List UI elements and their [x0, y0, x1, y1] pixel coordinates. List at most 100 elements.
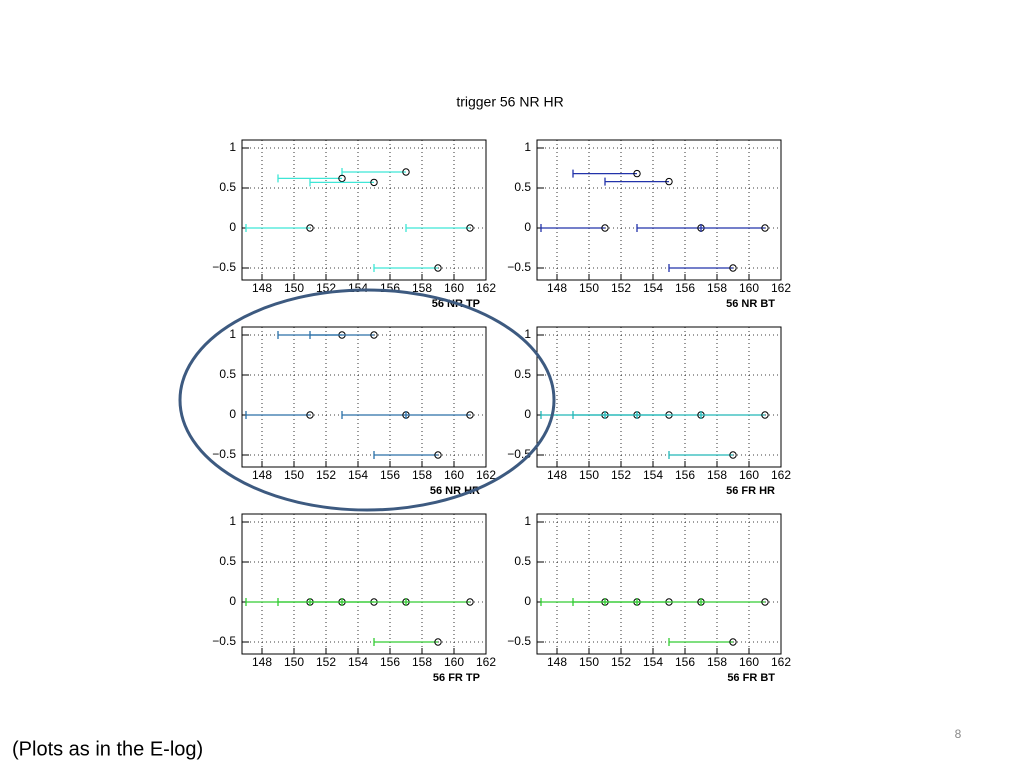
x-tick-label: 158 [707, 281, 727, 295]
plot-frame [241, 513, 487, 655]
data-point [402, 168, 410, 176]
data-point [466, 224, 474, 232]
plot-frame [536, 513, 782, 655]
x-tick-label: 162 [771, 281, 791, 295]
y-tick-label: 0.5 [514, 180, 531, 194]
y-tick-label: 0.5 [514, 367, 531, 381]
data-point [370, 178, 378, 187]
data-point [761, 411, 769, 419]
x-tick-label: 156 [380, 281, 400, 295]
x-tick-label: 150 [284, 468, 304, 482]
x-tick-label: 156 [380, 468, 400, 482]
x-tick-label: 150 [579, 468, 599, 482]
y-tick-label: 0.5 [219, 554, 236, 568]
y-tick-label: 1 [524, 140, 531, 154]
x-tick-label: 158 [707, 468, 727, 482]
x-tick-label: 158 [412, 281, 432, 295]
y-tick-label: 1 [524, 514, 531, 528]
x-tick-label: 156 [675, 468, 695, 482]
data-point [633, 169, 641, 178]
highlight-oval [178, 288, 556, 512]
x-tick-label: 150 [579, 281, 599, 295]
slide-title: trigger 56 NR HR [456, 94, 563, 110]
data-point [434, 451, 442, 459]
x-tick-label: 160 [739, 281, 759, 295]
data-point [761, 598, 769, 606]
plot-frame [241, 139, 487, 281]
x-tick-label: 162 [771, 468, 791, 482]
x-tick-label: 148 [547, 281, 567, 295]
x-tick-label: 150 [284, 655, 304, 669]
data-point [665, 177, 673, 186]
data-point [434, 638, 442, 646]
y-tick-label: 1 [229, 514, 236, 528]
page-number: 8 [955, 727, 962, 741]
y-tick-label: 1 [229, 327, 236, 341]
x-axis-label: 56 FR TP [433, 672, 480, 684]
y-tick-label: −0.5 [212, 260, 236, 274]
y-tick-label: 0.5 [219, 180, 236, 194]
data-point [601, 224, 609, 232]
x-tick-label: 156 [675, 655, 695, 669]
y-tick-label: 0 [524, 594, 531, 608]
x-tick-label: 160 [739, 468, 759, 482]
x-tick-label: 160 [444, 655, 464, 669]
x-tick-label: 152 [611, 468, 631, 482]
x-tick-label: 158 [707, 655, 727, 669]
x-tick-label: 162 [476, 281, 496, 295]
x-tick-label: 154 [348, 468, 368, 482]
data-point [729, 638, 737, 646]
y-tick-label: −0.5 [212, 447, 236, 461]
y-tick-label: −0.5 [507, 634, 531, 648]
x-tick-label: 150 [284, 281, 304, 295]
x-axis-label: 56 FR HR [726, 485, 775, 497]
y-tick-label: −0.5 [212, 634, 236, 648]
y-tick-label: 1 [229, 140, 236, 154]
x-tick-label: 152 [611, 281, 631, 295]
data-point [434, 264, 442, 272]
data-point [729, 451, 737, 459]
x-tick-label: 156 [675, 281, 695, 295]
x-tick-label: 154 [348, 655, 368, 669]
data-point [466, 598, 474, 606]
x-tick-label: 162 [476, 655, 496, 669]
x-tick-label: 148 [547, 655, 567, 669]
y-tick-label: 0 [229, 407, 236, 421]
y-tick-label: 0.5 [219, 367, 236, 381]
x-tick-label: 154 [348, 281, 368, 295]
panel: 148 150 152 154 156 158 160 162 1 0.5 0 −0.5 56 FR B… [507, 513, 791, 684]
data-point [306, 411, 314, 419]
x-tick-label: 152 [316, 468, 336, 482]
panel: 148 150 152 154 156 158 160 162 1 0.5 0 −0.5 56 NR B… [507, 139, 791, 310]
data-point [761, 224, 769, 232]
y-tick-label: 0 [524, 407, 531, 421]
x-axis-label: 56 NR BT [726, 298, 775, 310]
y-tick-label: 0 [229, 594, 236, 608]
x-tick-label: 156 [380, 655, 400, 669]
x-tick-label: 160 [739, 655, 759, 669]
data-point [466, 411, 474, 419]
x-tick-label: 154 [643, 281, 663, 295]
x-tick-label: 150 [579, 655, 599, 669]
caption: (Plots as in the E-log) [12, 738, 203, 760]
x-tick-label: 148 [252, 468, 272, 482]
x-tick-label: 158 [412, 468, 432, 482]
x-tick-label: 162 [771, 655, 791, 669]
data-point [729, 264, 737, 272]
y-tick-label: 0.5 [514, 554, 531, 568]
y-tick-label: 1 [524, 327, 531, 341]
x-tick-label: 152 [316, 655, 336, 669]
x-tick-label: 148 [252, 281, 272, 295]
x-tick-label: 148 [547, 468, 567, 482]
plot-frame [241, 326, 487, 468]
data-point [306, 224, 314, 232]
x-tick-label: 154 [643, 468, 663, 482]
y-tick-label: 0 [524, 220, 531, 234]
x-tick-label: 160 [444, 468, 464, 482]
panel: 148 150 152 154 156 158 160 162 1 0.5 0 −0.5 56 FR T… [212, 513, 496, 684]
data-point [338, 174, 346, 183]
